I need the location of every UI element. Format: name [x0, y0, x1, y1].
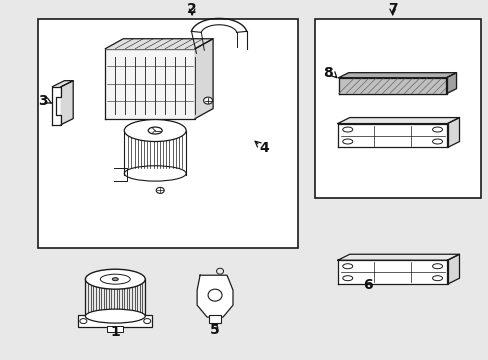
- Ellipse shape: [124, 120, 186, 141]
- Polygon shape: [337, 118, 459, 123]
- Text: 1: 1: [110, 325, 120, 339]
- Ellipse shape: [80, 319, 87, 324]
- Bar: [209, 315, 221, 323]
- Bar: [314, 19, 481, 198]
- Ellipse shape: [342, 276, 352, 281]
- Text: 4: 4: [259, 141, 268, 156]
- Text: 6: 6: [362, 278, 372, 292]
- Ellipse shape: [432, 276, 442, 281]
- Ellipse shape: [156, 188, 164, 193]
- Ellipse shape: [342, 127, 352, 132]
- Text: 8: 8: [322, 66, 332, 80]
- Ellipse shape: [432, 127, 442, 132]
- Bar: [78, 315, 152, 327]
- Polygon shape: [197, 275, 233, 317]
- Ellipse shape: [112, 278, 118, 281]
- Polygon shape: [52, 87, 61, 125]
- Ellipse shape: [432, 139, 442, 144]
- Ellipse shape: [143, 319, 150, 324]
- Ellipse shape: [342, 264, 352, 269]
- Polygon shape: [446, 73, 456, 94]
- Ellipse shape: [432, 264, 442, 269]
- Polygon shape: [338, 73, 456, 78]
- Polygon shape: [105, 49, 195, 118]
- Bar: [107, 326, 123, 332]
- Text: 5: 5: [210, 323, 220, 337]
- Polygon shape: [195, 39, 213, 118]
- Polygon shape: [105, 39, 213, 49]
- Polygon shape: [447, 254, 459, 284]
- Ellipse shape: [342, 139, 352, 144]
- Polygon shape: [337, 260, 447, 284]
- Ellipse shape: [85, 269, 145, 289]
- Text: 7: 7: [387, 2, 397, 16]
- Ellipse shape: [148, 127, 162, 134]
- Polygon shape: [61, 81, 73, 125]
- Polygon shape: [447, 118, 459, 148]
- Text: 2: 2: [187, 2, 197, 16]
- Polygon shape: [337, 254, 459, 260]
- Ellipse shape: [203, 97, 212, 104]
- Bar: [39, 19, 297, 248]
- Text: 3: 3: [38, 94, 47, 108]
- Polygon shape: [338, 78, 446, 94]
- Polygon shape: [337, 123, 447, 148]
- Polygon shape: [52, 81, 73, 87]
- Ellipse shape: [85, 309, 145, 323]
